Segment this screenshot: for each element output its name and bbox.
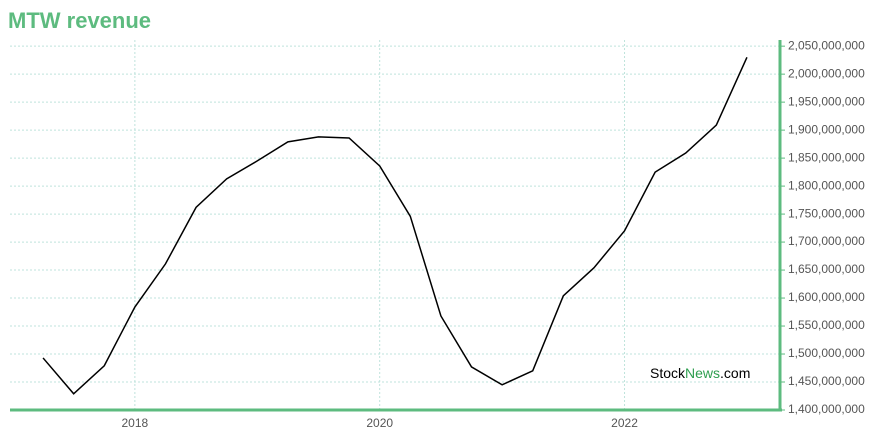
x-tick-label: 2020	[366, 416, 393, 430]
y-tick-label: 1,400,000,000	[788, 402, 865, 416]
y-tick-label: 2,050,000,000	[788, 38, 865, 52]
watermark-part: .com	[720, 365, 750, 381]
y-tick-label: 2,000,000,000	[788, 66, 865, 80]
y-tick-label: 1,650,000,000	[788, 262, 865, 276]
y-tick-label: 1,550,000,000	[788, 318, 865, 332]
y-tick-label: 1,700,000,000	[788, 234, 865, 248]
y-tick-label: 1,900,000,000	[788, 122, 865, 136]
y-tick-label: 1,950,000,000	[788, 94, 865, 108]
chart-title: MTW revenue	[8, 8, 151, 33]
y-tick-label: 1,500,000,000	[788, 346, 865, 360]
line-series	[42, 57, 748, 395]
y-tick-label: 1,600,000,000	[788, 290, 865, 304]
x-tick-label: 2018	[122, 416, 149, 430]
watermark: StockNews.com	[650, 365, 750, 381]
y-tick-label: 1,750,000,000	[788, 206, 865, 220]
y-tick-label: 1,450,000,000	[788, 374, 865, 388]
x-tick-label: 2022	[611, 416, 638, 430]
watermark-part: Stock	[650, 365, 686, 381]
y-tick-label: 1,800,000,000	[788, 178, 865, 192]
y-tick-label: 1,850,000,000	[788, 150, 865, 164]
watermark-part: News	[685, 365, 720, 381]
